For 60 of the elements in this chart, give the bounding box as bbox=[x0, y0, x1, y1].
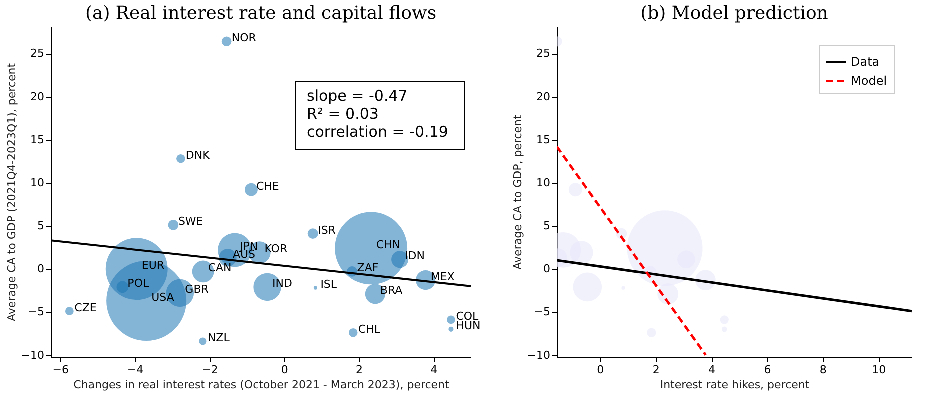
annotation: CAN bbox=[208, 262, 232, 275]
x-axis-title: Interest rate hikes, percent bbox=[660, 378, 810, 392]
y-tick-label: −10 bbox=[21, 348, 44, 362]
y-tick-label: 15 bbox=[536, 133, 550, 146]
x-tick-label: −4 bbox=[127, 364, 144, 376]
chart-title: (a) Real interest rate and capital flows bbox=[85, 3, 437, 24]
annotation: DNK bbox=[186, 148, 211, 162]
y-axis-title: Average CA to GDP, percent bbox=[511, 114, 524, 270]
y-tick-label: −10 bbox=[527, 348, 550, 362]
x-tick-label: 4 bbox=[708, 364, 716, 376]
legend-label: Model bbox=[851, 74, 888, 88]
annotation: IND bbox=[272, 277, 292, 290]
y-tick-label: 20 bbox=[30, 90, 44, 104]
annotation: BRA bbox=[380, 284, 404, 298]
annotation: NOR bbox=[232, 32, 257, 45]
x-tick-label: 0 bbox=[597, 364, 604, 376]
annotation: CZE bbox=[74, 301, 97, 314]
y-tick-label: 0 bbox=[38, 262, 44, 276]
x-tick-label: 8 bbox=[820, 364, 827, 376]
y-tick-label: 20 bbox=[536, 90, 550, 104]
y-tick-label: 0 bbox=[544, 262, 550, 276]
annotation: MEX bbox=[430, 270, 456, 284]
annotation: USA bbox=[152, 290, 175, 304]
annotation: ZAF bbox=[357, 262, 379, 275]
x-tick-label: 4 bbox=[430, 364, 438, 376]
y-tick-label: −5 bbox=[28, 306, 44, 319]
annotation: R² = 0.03 bbox=[307, 105, 379, 123]
x-axis-title: Changes in real interest rates (October 2021 - March 2023), percent bbox=[74, 378, 450, 392]
y-tick-label: −5 bbox=[534, 306, 550, 319]
annotation: correlation = -0.19 bbox=[307, 123, 448, 141]
annotation: EUR bbox=[142, 259, 165, 272]
y-tick-label: 10 bbox=[30, 176, 44, 190]
annotation: CHL bbox=[358, 322, 382, 336]
annotation: NZL bbox=[208, 331, 231, 344]
annotation: CHE bbox=[256, 180, 280, 193]
annotation: POL bbox=[128, 277, 150, 290]
x-tick-label: −6 bbox=[52, 364, 69, 376]
annotation: KOR bbox=[264, 242, 288, 256]
y-axis-title: Average CA to GDP (2021Q4-2023Q1), percent bbox=[5, 62, 18, 322]
y-tick-label: 15 bbox=[30, 133, 44, 146]
y-tick-label: 10 bbox=[536, 176, 550, 190]
annotation: IDN bbox=[405, 250, 426, 263]
annotation: ISR bbox=[318, 224, 336, 237]
chart-title: (b) Model prediction bbox=[640, 3, 829, 24]
y-tick-label: 5 bbox=[544, 220, 550, 233]
x-tick-label: 0 bbox=[281, 364, 288, 376]
annotation: CHN bbox=[376, 238, 401, 252]
legend-label: Data bbox=[851, 55, 880, 69]
x-tick-label: 2 bbox=[356, 364, 363, 376]
annotation: slope = -0.47 bbox=[307, 87, 408, 105]
y-tick-label: 5 bbox=[38, 220, 44, 233]
annotation: ISL bbox=[320, 278, 338, 292]
annotation: SWE bbox=[178, 215, 204, 228]
x-tick-label: 2 bbox=[652, 364, 660, 376]
x-tick-label: −2 bbox=[202, 364, 218, 376]
y-tick-label: 25 bbox=[30, 47, 44, 60]
x-tick-label: 10 bbox=[872, 364, 886, 376]
annotation: GBR bbox=[185, 283, 210, 296]
y-tick-label: 25 bbox=[536, 47, 550, 60]
x-tick-label: 6 bbox=[764, 364, 772, 376]
